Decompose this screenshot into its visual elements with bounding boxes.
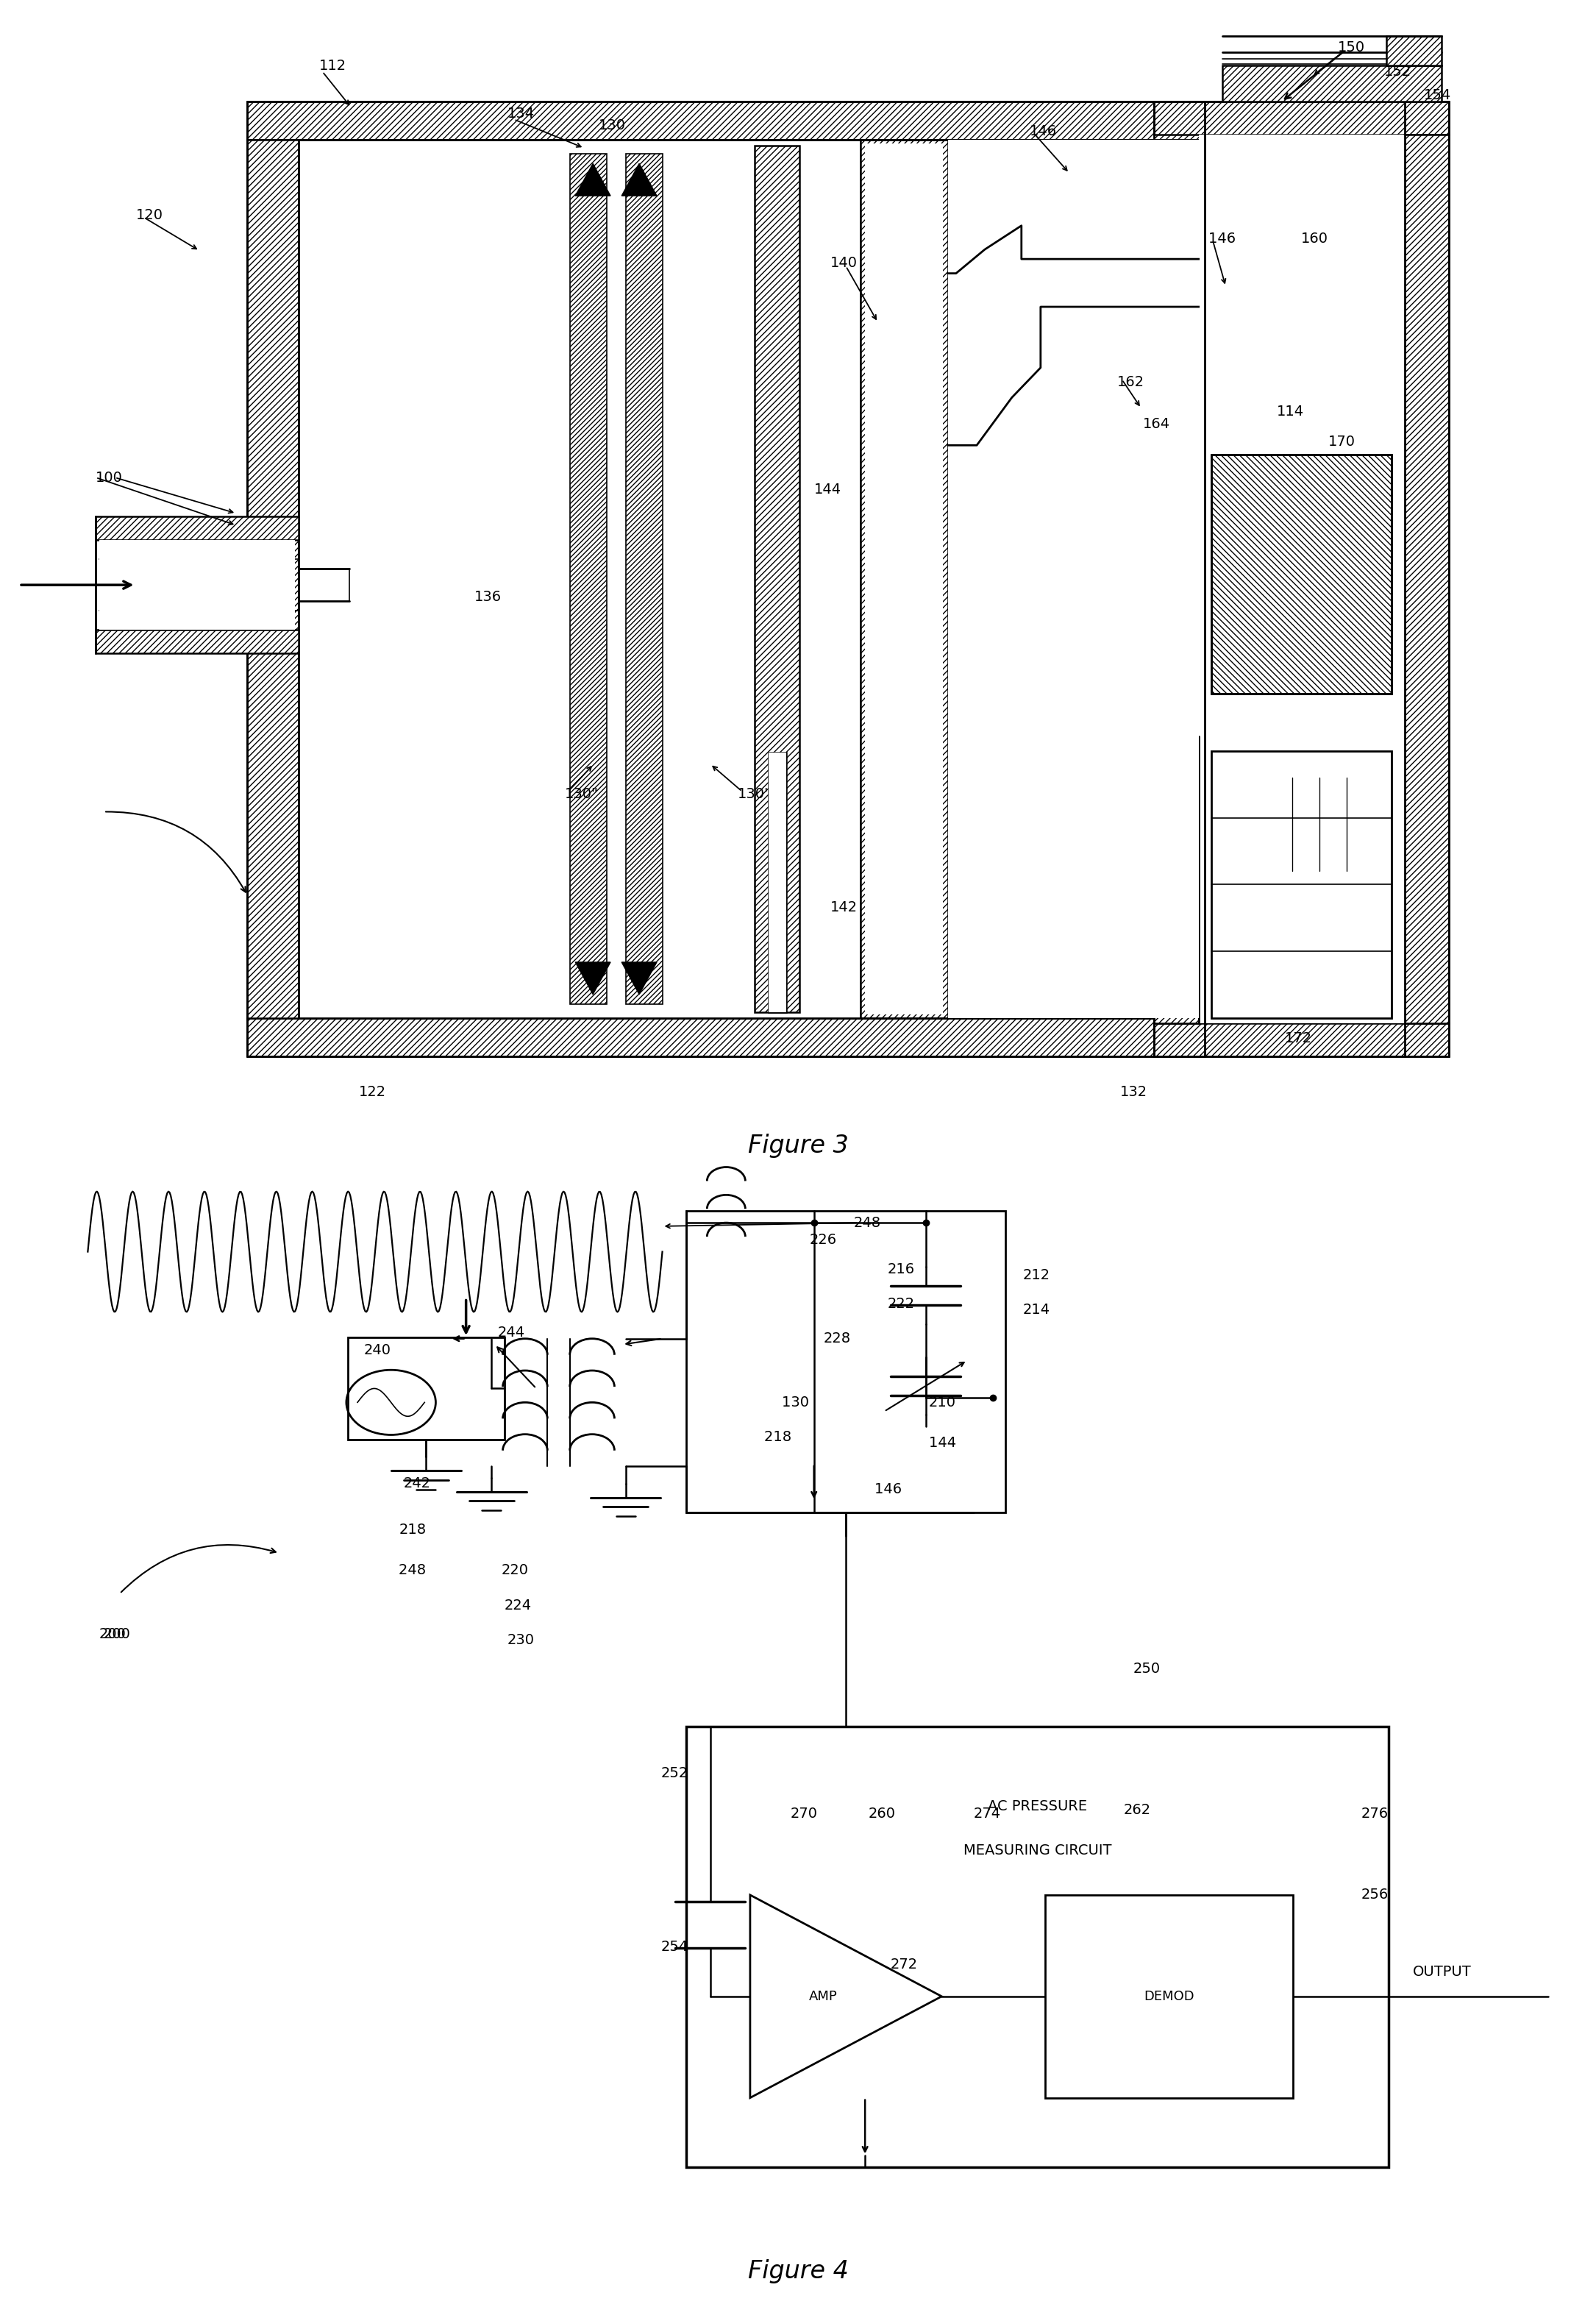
- Bar: [1154, 737, 1199, 1022]
- Bar: [348, 1337, 504, 1439]
- Bar: [1154, 1022, 1449, 1057]
- Text: 142: 142: [830, 899, 857, 913]
- Text: 230: 230: [508, 1632, 535, 1648]
- Text: AMP: AMP: [809, 1989, 838, 2003]
- Text: 146: 146: [1208, 232, 1240, 246]
- Text: OUTPUT: OUTPUT: [1412, 1966, 1472, 1980]
- Text: DEMOD: DEMOD: [1144, 1989, 1194, 2003]
- Text: 170: 170: [1328, 436, 1355, 450]
- Text: 136: 136: [474, 589, 501, 605]
- Polygon shape: [575, 165, 610, 195]
- Text: 248: 248: [854, 1215, 881, 1231]
- Bar: [298, 139, 1154, 1018]
- Bar: [865, 144, 943, 1015]
- Text: 134: 134: [508, 107, 535, 121]
- Polygon shape: [570, 153, 606, 1004]
- Bar: [96, 517, 298, 540]
- Text: 254: 254: [661, 1940, 688, 1954]
- Polygon shape: [622, 165, 658, 195]
- Bar: [860, 139, 948, 1018]
- Text: 200: 200: [99, 1627, 126, 1641]
- Bar: [860, 139, 948, 1018]
- Text: 152: 152: [1384, 65, 1411, 79]
- Polygon shape: [575, 962, 610, 994]
- Bar: [768, 753, 787, 1013]
- Bar: [1387, 35, 1441, 65]
- Text: 272: 272: [891, 1956, 918, 1973]
- Text: 222: 222: [887, 1296, 915, 1312]
- Bar: [768, 753, 787, 1013]
- Text: 218: 218: [764, 1430, 801, 1444]
- Text: 252: 252: [661, 1766, 688, 1780]
- Bar: [1154, 246, 1199, 436]
- Text: Figure 4: Figure 4: [747, 2260, 849, 2283]
- Bar: [247, 1018, 1205, 1057]
- Polygon shape: [750, 1896, 942, 2098]
- Text: 162: 162: [1117, 376, 1144, 389]
- Text: 228: 228: [824, 1331, 851, 1347]
- Bar: [247, 139, 298, 1018]
- Text: 160: 160: [1301, 232, 1328, 246]
- Text: 144: 144: [814, 482, 841, 496]
- Text: 144: 144: [929, 1435, 961, 1451]
- Text: Figure 3: Figure 3: [747, 1134, 849, 1159]
- Text: 250: 250: [1133, 1662, 1160, 1676]
- Text: 164: 164: [1143, 417, 1170, 431]
- Bar: [686, 1727, 1389, 2167]
- Text: 112: 112: [319, 58, 346, 72]
- Polygon shape: [622, 962, 658, 994]
- Text: 132: 132: [1120, 1085, 1148, 1099]
- Text: 242: 242: [404, 1477, 431, 1490]
- Bar: [1154, 102, 1449, 134]
- Text: 140: 140: [830, 255, 857, 269]
- Text: 226: 226: [809, 1233, 836, 1247]
- Text: 146: 146: [1029, 125, 1057, 139]
- Text: 154: 154: [1424, 88, 1451, 102]
- Polygon shape: [626, 153, 662, 1004]
- Bar: [1223, 65, 1441, 102]
- Bar: [686, 1210, 1005, 1514]
- Text: 172: 172: [1285, 1032, 1312, 1045]
- Text: 224: 224: [504, 1597, 531, 1613]
- Text: 218: 218: [399, 1523, 426, 1537]
- Bar: [99, 540, 295, 630]
- Text: 100: 100: [96, 471, 123, 484]
- Text: 146: 146: [875, 1481, 907, 1497]
- Text: 150: 150: [1337, 42, 1365, 56]
- Text: 220: 220: [501, 1562, 528, 1579]
- Bar: [96, 630, 298, 654]
- Text: 276: 276: [1361, 1806, 1389, 1822]
- Bar: [948, 139, 1199, 1018]
- Text: 256: 256: [1361, 1887, 1389, 1903]
- Text: 214: 214: [1023, 1303, 1050, 1317]
- Bar: [1045, 1896, 1293, 2098]
- Text: 130: 130: [782, 1395, 814, 1409]
- Text: 240: 240: [364, 1342, 391, 1358]
- Text: 114: 114: [1277, 406, 1304, 420]
- Text: 120: 120: [136, 209, 163, 223]
- Bar: [1154, 139, 1205, 1018]
- Text: 248: 248: [399, 1562, 431, 1579]
- Text: 270: 270: [790, 1806, 817, 1822]
- Text: 212: 212: [1023, 1268, 1050, 1282]
- Text: 130': 130': [737, 786, 769, 800]
- Text: 262: 262: [1124, 1803, 1151, 1817]
- Bar: [1404, 134, 1449, 1022]
- Text: 260: 260: [868, 1806, 895, 1822]
- Bar: [1199, 134, 1404, 1022]
- Text: 216: 216: [887, 1261, 915, 1277]
- Text: 122: 122: [359, 1085, 386, 1099]
- Text: 244: 244: [498, 1326, 525, 1340]
- Text: 200: 200: [104, 1627, 131, 1641]
- Bar: [247, 102, 1205, 139]
- Text: MEASURING CIRCUIT: MEASURING CIRCUIT: [964, 1843, 1111, 1857]
- Text: 130": 130": [565, 786, 598, 800]
- Bar: [755, 146, 800, 1013]
- Text: 130: 130: [598, 118, 626, 132]
- Bar: [1211, 454, 1392, 693]
- Bar: [1211, 751, 1392, 1018]
- Text: 210: 210: [929, 1395, 956, 1409]
- Text: 274: 274: [974, 1806, 1001, 1822]
- Text: AC PRESSURE: AC PRESSURE: [988, 1799, 1087, 1813]
